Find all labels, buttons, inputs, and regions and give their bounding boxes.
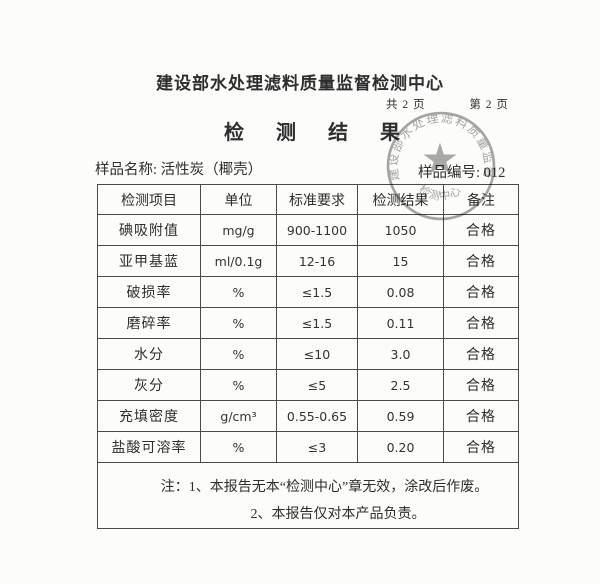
table-header-row: 检测项目 单位 标准要求 检测结果 备注 [97,184,519,215]
sample-name-line: 样品名称: 活性炭（椰壳） [95,158,262,179]
cell-remark: 合格 [443,307,519,339]
results-table: 检测项目 单位 标准要求 检测结果 备注 碘吸附值 mg/g 900-1100 … [97,184,519,529]
cell-item: 充填密度 [97,400,201,432]
org-title: 建设部水处理滤料质量监督检测中心 [156,74,444,93]
current-page: 第 2 页 [469,99,509,111]
col-header-result: 检测结果 [357,184,444,215]
table-row: 碘吸附值 mg/g 900-1100 1050 合格 [97,214,519,246]
cell-remark: 合格 [443,431,519,463]
cell-result: 0.59 [357,400,444,432]
cell-remark: 合格 [443,276,519,308]
cell-remark: 合格 [443,214,519,246]
note-line-2: 2、本报告仅对本产品负责。 [250,507,426,522]
cell-item: 磨碎率 [97,307,201,339]
sample-name-label: 样品名称: [95,162,158,178]
cell-unit: % [200,276,277,308]
sample-number-line: 样品编号: 012 [418,161,505,182]
cell-remark: 合格 [443,400,519,432]
document-title: 检测结果 [224,122,432,144]
cell-unit: % [200,338,277,370]
sample-name-value: 活性炭（椰壳） [160,162,263,178]
cell-standard: ≤10 [276,338,358,370]
table-row: 磨碎率 % ≤1.5 0.11 合格 [97,307,519,339]
cell-unit: ml/0.1g [200,245,277,277]
cell-result: 1050 [357,214,444,246]
cell-remark: 合格 [443,369,519,401]
cell-unit: % [200,369,277,401]
col-header-unit: 单位 [200,184,277,215]
notes-row: 注：1、本报告无本“检测中心”章无效，涂改后作废。 2、本报告仅对本产品负责。 [97,462,519,529]
cell-item: 碘吸附值 [97,214,201,246]
cell-item: 水分 [97,338,201,370]
cell-unit: mg/g [200,214,277,246]
cell-standard: ≤5 [276,369,358,401]
cell-standard: 0.55-0.65 [276,400,358,432]
cell-unit: g/cm³ [200,400,277,432]
cell-item: 盐酸可溶率 [97,431,201,463]
cell-standard: ≤1.5 [276,307,358,339]
table-row: 破损率 % ≤1.5 0.08 合格 [97,276,519,308]
total-pages: 共 2 页 [386,99,426,111]
sample-number-value: 012 [483,165,506,181]
table-row: 充填密度 g/cm³ 0.55-0.65 0.59 合格 [97,400,519,432]
cell-result: 3.0 [357,338,444,370]
table-row: 灰分 % ≤5 2.5 合格 [97,369,519,401]
table-row: 盐酸可溶率 % ≤3 0.20 合格 [97,431,519,463]
notes-cell: 注：1、本报告无本“检测中心”章无效，涂改后作废。 2、本报告仅对本产品负责。 [97,462,519,529]
cell-result: 0.20 [357,431,444,463]
cell-result: 2.5 [357,369,444,401]
table-row: 水分 % ≤10 3.0 合格 [97,338,519,370]
cell-remark: 合格 [443,338,519,370]
cell-result: 15 [357,245,444,277]
cell-item: 亚甲基蓝 [97,245,201,277]
cell-item: 灰分 [97,369,201,401]
col-header-remark: 备注 [443,184,519,215]
cell-unit: % [200,307,277,339]
col-header-item: 检测项目 [97,184,201,215]
cell-standard: ≤3 [276,431,358,463]
cell-item: 破损率 [97,276,201,308]
cell-standard: 12-16 [276,245,358,277]
cell-standard: 900-1100 [276,214,358,246]
col-header-standard: 标准要求 [276,184,358,215]
sample-number-label: 样品编号: [418,165,481,181]
table-row: 亚甲基蓝 ml/0.1g 12-16 15 合格 [97,245,519,277]
cell-remark: 合格 [443,245,519,277]
cell-result: 0.08 [357,276,444,308]
cell-result: 0.11 [357,307,444,339]
note-line-1: 注：1、本报告无本“检测中心”章无效，涂改后作废。 [160,480,489,495]
cell-standard: ≤1.5 [276,276,358,308]
cell-unit: % [200,431,277,463]
page-counter: 共 2 页 第 2 页 [386,96,509,112]
